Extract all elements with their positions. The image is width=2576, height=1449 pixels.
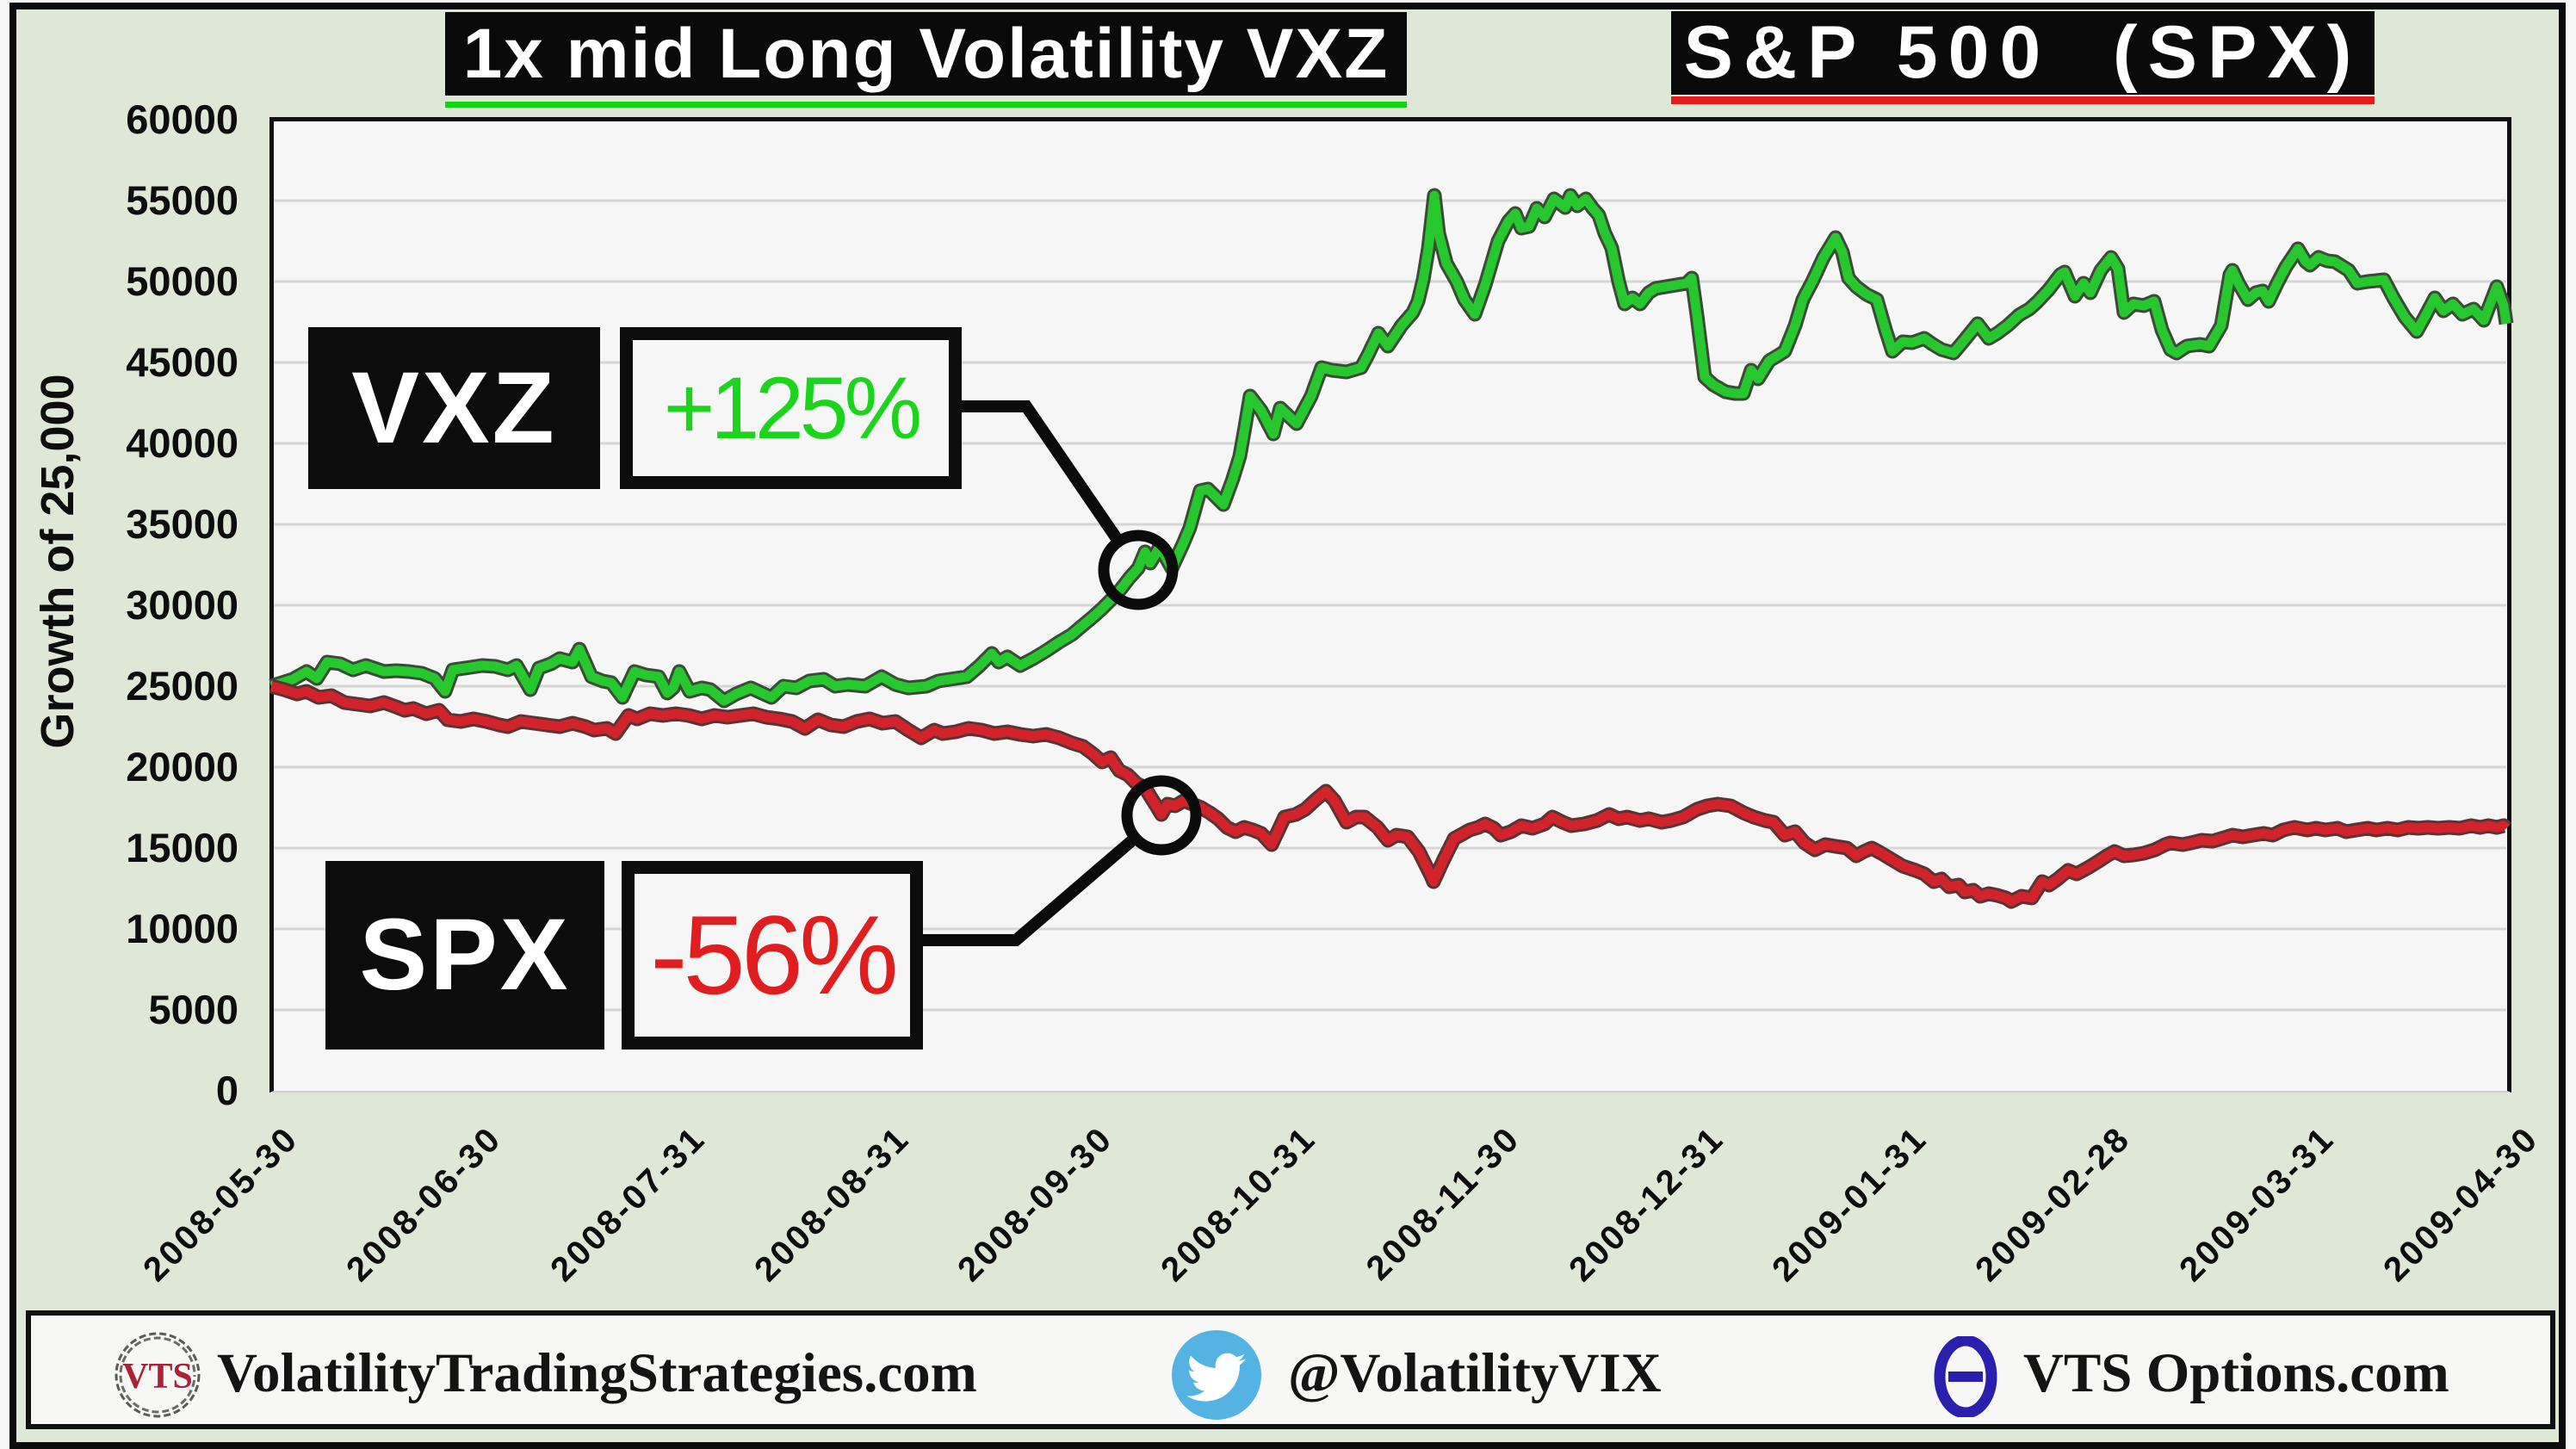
svg-text:VTS: VTS	[122, 1357, 193, 1396]
